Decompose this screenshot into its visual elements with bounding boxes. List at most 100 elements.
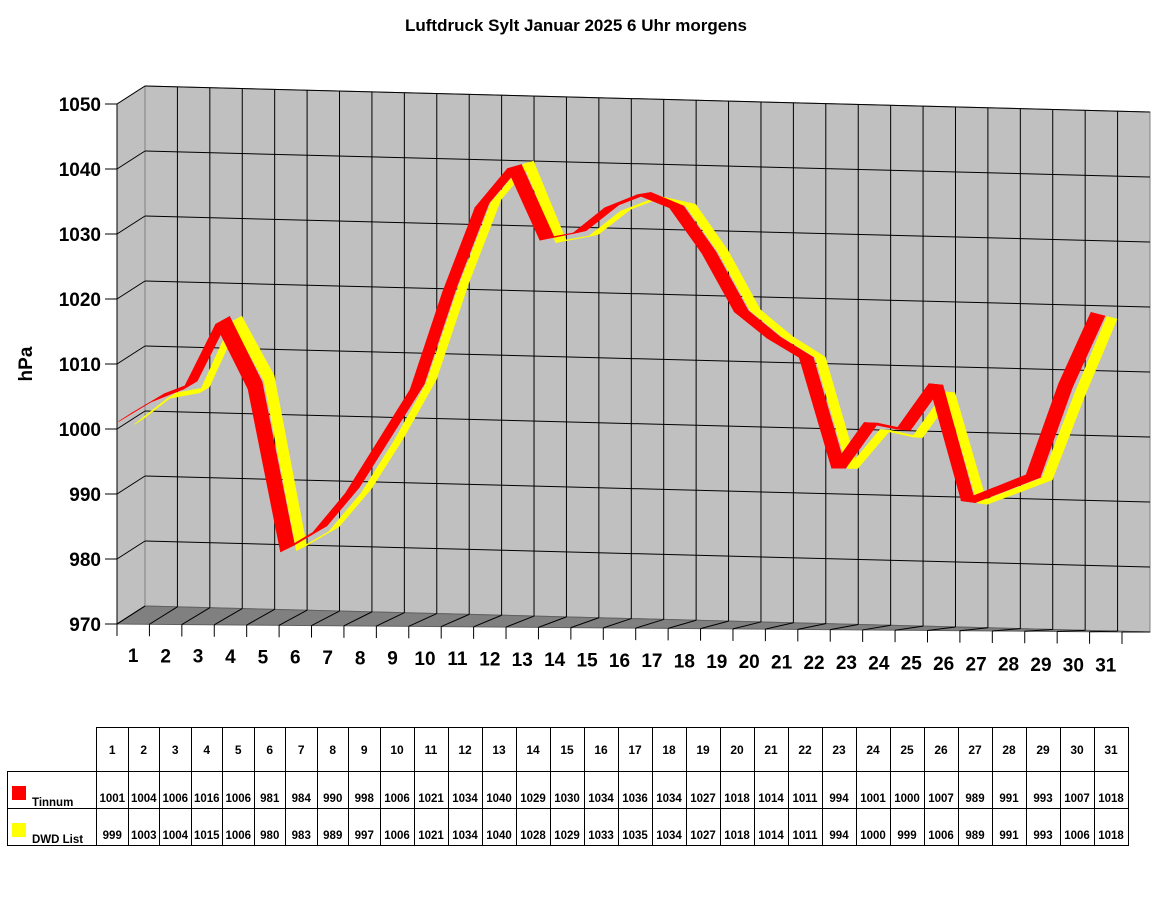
x-tick-label: 9 [387, 649, 398, 670]
table-cell: 1004 [159, 808, 192, 846]
table-cell: 1016 [190, 771, 223, 809]
table-day-header: 27 [957, 727, 993, 772]
table-day-header: 31 [1093, 727, 1129, 772]
table-day-header: 11 [413, 727, 449, 772]
table-cell: 1027 [685, 771, 721, 809]
table-cell: 1018 [1093, 808, 1129, 846]
table-day-header: 12 [447, 727, 483, 772]
table-cell: 1006 [222, 771, 255, 809]
table-header-row: 1 2 3 4 5 6 7 8 9 10 11 12 13 14 15 16 17 18 19 20 21 22 23 24 2… [7, 727, 1129, 772]
x-tick-label: 1 [128, 646, 139, 667]
floor-line [894, 625, 924, 631]
table-cell: 1006 [379, 771, 415, 809]
x-tick-label: 25 [901, 654, 923, 675]
x-tick-label: 29 [1030, 655, 1051, 676]
table-cell: 1006 [159, 771, 192, 809]
table-day-header: 30 [1059, 727, 1095, 772]
floor-line [570, 617, 600, 629]
gridline-side [116, 540, 146, 560]
table-day-header: 24 [855, 727, 891, 772]
table-day-header: 17 [617, 727, 653, 772]
table-day-header: 9 [348, 727, 381, 772]
table-cell: 984 [285, 771, 318, 809]
x-tick-label: 7 [322, 648, 333, 669]
floor-line [538, 616, 567, 628]
gridline-h [144, 540, 1151, 568]
table-cell: 991 [991, 808, 1027, 846]
table-cell: 1035 [617, 808, 653, 846]
table-day-header: 3 [159, 727, 192, 772]
floor-line [959, 627, 988, 632]
table-cell: 1018 [1093, 771, 1129, 809]
table-cell: 1034 [447, 808, 483, 846]
table-cell: 1006 [222, 808, 255, 846]
y-tick-label: 1050 [59, 95, 101, 116]
table-day-header: 22 [787, 727, 823, 772]
gridline-h [144, 150, 1151, 178]
x-tick-label: 20 [739, 652, 760, 673]
table-cell: 1029 [515, 771, 551, 809]
gridline-side [116, 150, 146, 170]
table-cell: 1011 [787, 771, 823, 809]
x-tick-label: 3 [193, 647, 204, 668]
x-tick-label: 11 [447, 649, 468, 670]
table-cell: 1034 [651, 808, 687, 846]
x-tick-label: 24 [868, 653, 890, 674]
table-cell: 1034 [583, 771, 619, 809]
x-tick-label: 31 [1095, 656, 1117, 677]
floor-line [862, 624, 891, 631]
legend-swatch-icon [12, 823, 26, 837]
gridline-side [116, 345, 146, 365]
table-cell: 1000 [889, 771, 925, 809]
floor-line [440, 613, 470, 628]
table-cell: 1034 [651, 771, 687, 809]
table-day-header: 20 [719, 727, 755, 772]
table-cell: 1006 [923, 808, 959, 846]
floor-line [1089, 630, 1118, 633]
x-tick-label: 4 [225, 647, 236, 668]
table-day-header: 21 [753, 727, 789, 772]
x-tick-label: 6 [290, 648, 301, 669]
floor-line [830, 623, 859, 631]
x-tick-label: 30 [1063, 655, 1084, 676]
table-cell: 1001 [855, 771, 891, 809]
y-tick-label: 990 [69, 485, 101, 506]
table-cell: 998 [348, 771, 381, 809]
legend-swatch-icon [12, 786, 26, 800]
legend-label: DWD List [32, 834, 84, 846]
floor-line [408, 613, 437, 627]
floor-line [603, 618, 632, 629]
x-tick-label: 10 [414, 649, 435, 670]
x-tick-label: 26 [933, 654, 954, 675]
floor-line [343, 611, 373, 627]
table-cell: 1018 [719, 808, 755, 846]
table-cell: 993 [1025, 771, 1061, 809]
table-cell: 1030 [549, 771, 585, 809]
x-tick-label: 2 [160, 646, 171, 667]
table-day-header: 14 [515, 727, 551, 772]
floor-line [278, 609, 308, 626]
gridline-side [116, 280, 146, 300]
x-tick-label: 18 [674, 651, 695, 672]
floor-line [765, 622, 794, 630]
table-day-header: 15 [549, 727, 585, 772]
x-tick-label: 15 [577, 651, 599, 672]
gridline-h [144, 410, 1151, 438]
floor-line [1024, 628, 1053, 632]
y-tick-label: 970 [69, 615, 101, 636]
floor-line [635, 618, 664, 629]
table-cell: 980 [253, 808, 286, 846]
table-cell: 1004 [127, 771, 160, 809]
table-cell: 1018 [719, 771, 755, 809]
table-cell: 999 [96, 808, 129, 846]
table-cell: 1003 [127, 808, 160, 846]
legend-entry: Tinnum [7, 771, 97, 809]
table-day-header: 6 [253, 727, 286, 772]
legend-label: Tinnum [32, 797, 74, 809]
floor-line [376, 612, 405, 627]
table-cell: 1007 [923, 771, 959, 809]
table-day-header: 10 [379, 727, 415, 772]
table-cell: 1001 [96, 771, 129, 809]
table-day-header: 2 [127, 727, 160, 772]
